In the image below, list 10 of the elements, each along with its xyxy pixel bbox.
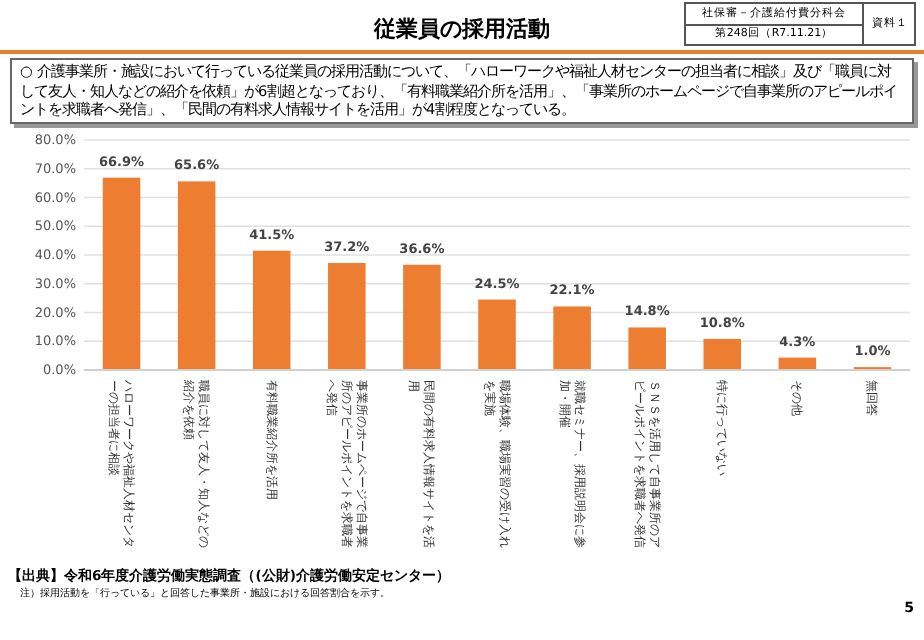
bar — [177, 181, 216, 370]
bar — [252, 250, 291, 370]
bar — [553, 306, 591, 370]
bar — [328, 263, 366, 370]
bar — [628, 327, 666, 370]
bar — [703, 338, 742, 370]
bar — [478, 299, 516, 370]
chart-title: 従業員の採用活動 — [374, 16, 550, 42]
bar — [102, 177, 141, 370]
bar — [403, 264, 441, 370]
